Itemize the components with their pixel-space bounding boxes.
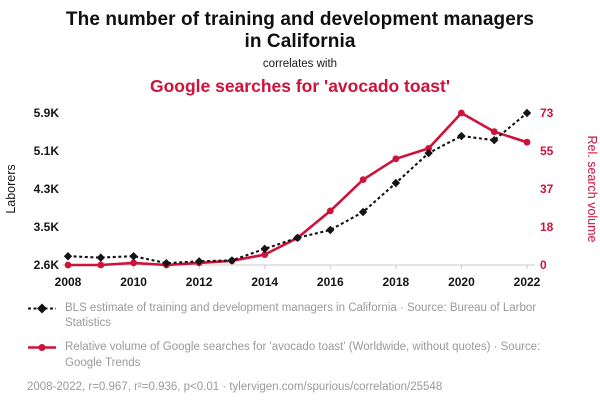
right-axis-tick: 37 — [540, 182, 554, 196]
legend: BLS estimate of training and development… — [0, 291, 600, 395]
black-series-point — [522, 108, 532, 118]
chart-header: The number of training and development m… — [0, 0, 600, 97]
black-series-point — [129, 252, 138, 261]
black-series-point — [424, 148, 433, 158]
left-axis-tick: 3.5K — [34, 220, 60, 234]
correlation-chart: 2.6K 3.5K 4.3K 5.1K 5.9K 0 18 37 55 73 2008 2010 201… — [0, 99, 600, 291]
red-series-point — [425, 145, 432, 152]
red-series-point — [130, 259, 138, 267]
red-series-point — [359, 176, 367, 184]
black-series-point — [358, 207, 368, 217]
black-series-point — [260, 244, 269, 254]
red-series-point — [64, 261, 72, 269]
black-series-point — [457, 131, 466, 141]
red-series-point — [523, 138, 531, 146]
correlates-with-subtitle: correlates with — [262, 58, 338, 71]
chart-canvas: 2.6K 3.5K 4.3K 5.1K 5.9K 0 18 37 55 73 2008 2010 201… — [4, 106, 599, 289]
x-axis-tick: 2014 — [251, 275, 278, 289]
black-series-point — [227, 256, 237, 265]
right-axis-tick: 73 — [540, 106, 554, 120]
red-series-point — [392, 155, 400, 163]
x-axis-tick: 2010 — [120, 275, 147, 289]
red-series-point — [490, 128, 498, 136]
black-series-swatch — [28, 303, 56, 314]
x-axis-tick: 2008 — [55, 275, 82, 289]
right-axis-tick: 18 — [540, 220, 554, 234]
x-axis-tick: 2012 — [186, 275, 213, 289]
black-series-point — [326, 225, 335, 235]
x-axis-tick: 2016 — [317, 275, 344, 289]
legend-footer-stats: 2008-2022, r=0.967, r²=0.936, p<0.01 · t… — [27, 380, 443, 393]
legend-item-laborers: BLS estimate of training and development… — [27, 301, 590, 331]
left-axis-tick: 2.6K — [34, 258, 60, 272]
red-series-point — [458, 109, 465, 117]
left-axis-tick: 5.1K — [34, 144, 60, 158]
left-axis-tick: 4.3K — [34, 182, 60, 196]
black-series-point — [63, 252, 73, 261]
red-series-point — [97, 261, 105, 269]
legend-label-search-volume: Relative volume of Google searches for '… — [65, 341, 541, 369]
black-series-point — [162, 259, 171, 268]
legend-item-search-volume: Relative volume of Google searches for '… — [27, 340, 590, 370]
right-axis-label: Rel. search volume — [585, 136, 599, 243]
left-axis-label: Laborers — [4, 164, 18, 213]
left-axis-tick: 5.9K — [34, 106, 60, 120]
red-series-point — [261, 251, 269, 259]
legend-label-laborers: BLS estimate of training and development… — [65, 302, 537, 330]
black-series-point — [391, 178, 401, 188]
x-axis-tick: 2020 — [448, 275, 475, 289]
secondary-title: Google searches for 'avocado toast' — [149, 76, 451, 97]
black-series-point — [490, 136, 499, 145]
red-series-point — [326, 207, 334, 215]
black-series-point — [96, 253, 105, 262]
x-axis-tick: 2022 — [514, 275, 541, 289]
page-title: The number of training and development m… — [65, 9, 535, 53]
right-axis-tick: 55 — [540, 144, 554, 158]
red-series-swatch — [28, 344, 56, 352]
black-series-point — [293, 233, 302, 243]
right-axis-tick: 0 — [540, 258, 547, 272]
x-axis-tick: 2018 — [383, 275, 410, 289]
